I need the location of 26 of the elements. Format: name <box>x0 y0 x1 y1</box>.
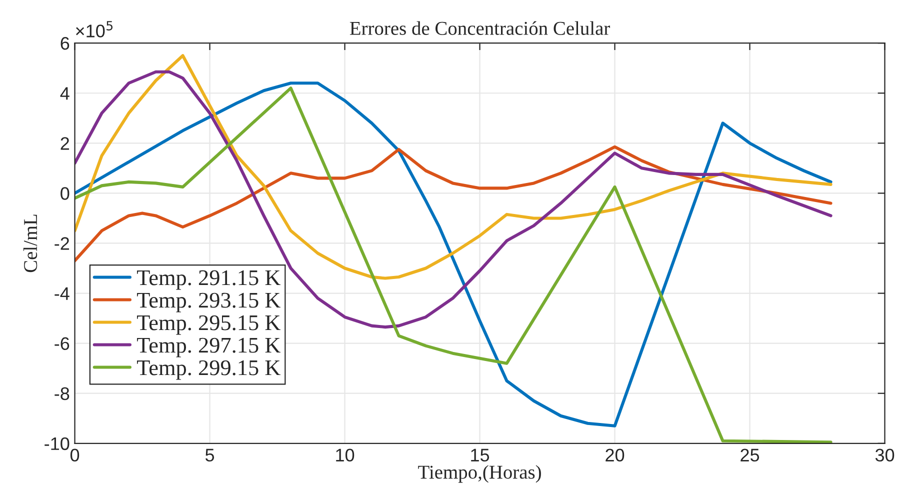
legend-label: Temp. 297.15 K <box>137 338 280 358</box>
x-tick-label: 5 <box>205 448 214 462</box>
legend-label: Temp. 293.15 K <box>137 292 280 312</box>
y-tick-label: 4 <box>60 87 70 100</box>
y-tick-label: -10 <box>44 437 70 450</box>
y-tick-label: -4 <box>54 287 70 300</box>
x-tick-label: 10 <box>336 448 354 462</box>
legend-label: Temp. 295.15 K <box>137 315 280 335</box>
x-axis-title: Tiempo,(Horas) <box>418 465 541 483</box>
y-tick-label: -6 <box>54 337 70 350</box>
x-tick-label: 15 <box>471 448 490 462</box>
y-tick-label: 0 <box>60 187 70 200</box>
line-series <box>74 145 832 262</box>
x-tick-label: 0 <box>70 448 80 462</box>
x-tick-label: 20 <box>606 448 624 462</box>
legend-label: Temp. 291.15 K <box>137 270 280 290</box>
y-axis-title: Cel/mL <box>23 214 38 272</box>
x-tick-label: 30 <box>875 448 894 462</box>
x-tick-label: 25 <box>740 448 760 462</box>
y-tick-label: 2 <box>60 137 70 150</box>
legend-label: Temp. 299.15 K <box>137 360 280 380</box>
y-tick-label: -8 <box>54 387 70 400</box>
y-tick-label: 6 <box>60 37 70 50</box>
chart-title: Errores de Concentración Celular <box>350 21 610 35</box>
y-tick-label: -2 <box>54 237 70 250</box>
text: ×10$^{5}$ <box>76 21 113 38</box>
